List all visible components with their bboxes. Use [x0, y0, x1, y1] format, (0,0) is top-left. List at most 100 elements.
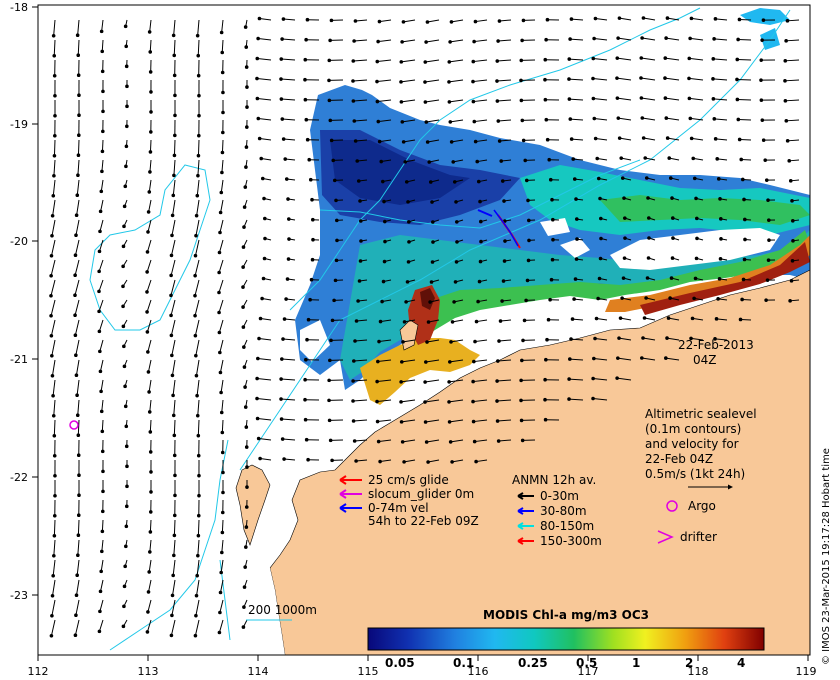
- velocity-arrow: [593, 98, 608, 101]
- velocity-arrow-head: [451, 160, 456, 164]
- velocity-arrow-head: [255, 96, 260, 101]
- colorbar: MODIS Chl-a mg/m3 OC3 0.05 0.1 0.25 0.5 …: [367, 608, 765, 670]
- velocity-arrow-head: [617, 336, 621, 340]
- velocity-arrow-head: [334, 258, 339, 263]
- velocity-arrow: [570, 338, 584, 341]
- velocity-arrow-head: [241, 625, 246, 629]
- velocity-arrow-head: [219, 30, 224, 35]
- velocity-arrow-head: [351, 99, 356, 103]
- velocity-arrow: [787, 19, 800, 22]
- velocity-arrow-head: [220, 70, 225, 75]
- velocity-arrow-head: [351, 399, 355, 403]
- velocity-arrow-head: [49, 314, 53, 318]
- velocity-arrow-head: [524, 298, 528, 303]
- velocity-arrow-head: [308, 297, 312, 302]
- velocity-arrow-head: [767, 218, 771, 222]
- velocity-arrow-head: [544, 357, 548, 362]
- sealevel-note-line: and velocity for: [645, 437, 739, 451]
- velocity-arrow-head: [619, 156, 624, 160]
- velocity-arrow-head: [148, 510, 153, 514]
- velocity-arrow-head: [304, 37, 308, 42]
- velocity-arrow: [257, 358, 272, 361]
- velocity-arrow-head: [639, 76, 643, 80]
- velocity-arrow-head: [759, 78, 763, 82]
- velocity-arrow-head: [377, 339, 381, 344]
- velocity-arrow: [196, 559, 200, 576]
- velocity-arrow-head: [547, 157, 552, 162]
- velocity-arrow: [170, 619, 176, 636]
- velocity-arrow-head: [284, 297, 288, 301]
- velocity-arrow: [173, 519, 176, 536]
- velocity-arrow-head: [221, 470, 225, 475]
- velocity-arrow-head: [124, 524, 129, 529]
- velocity-arrow-head: [146, 590, 151, 594]
- velocity-arrow: [738, 38, 752, 41]
- velocity-arrow-head: [359, 219, 363, 223]
- velocity-arrow: [50, 259, 56, 276]
- velocity-arrow-head: [377, 19, 382, 24]
- velocity-arrow-head: [122, 364, 127, 369]
- velocity-arrow-head: [173, 133, 177, 138]
- velocity-arrow: [736, 78, 752, 81]
- velocity-arrow: [474, 339, 488, 343]
- depth-scale-label: 200 1000m: [248, 603, 317, 617]
- velocity-arrow-head: [145, 290, 149, 294]
- velocity-arrow-head: [669, 276, 674, 280]
- velocity-arrow-head: [380, 299, 384, 304]
- velocity-arrow: [173, 19, 176, 36]
- velocity-arrow-head: [50, 234, 54, 238]
- velocity-arrow-head: [687, 96, 692, 101]
- velocity-arrow: [76, 559, 80, 576]
- velocity-arrow: [196, 579, 200, 596]
- velocity-arrow-head: [76, 433, 81, 437]
- anmn-legend-label: 30-80m: [540, 504, 587, 518]
- x-tick-label: 117: [578, 665, 599, 678]
- velocity-arrow: [218, 279, 224, 293]
- velocity-arrow-head: [711, 77, 715, 81]
- velocity-arrow: [53, 419, 56, 436]
- velocity-arrow-head: [51, 574, 55, 578]
- velocity-arrow-head: [219, 390, 223, 395]
- velocity-arrow: [402, 439, 416, 443]
- velocity-arrow: [77, 399, 80, 416]
- velocity-arrow-head: [52, 534, 57, 538]
- velocity-arrow: [197, 419, 200, 436]
- drifter-legend-label: drifter: [680, 530, 717, 544]
- velocity-arrow: [618, 37, 632, 41]
- velocity-arrow-head: [615, 376, 619, 380]
- velocity-arrow-head: [52, 454, 57, 458]
- velocity-arrow-head: [382, 259, 387, 264]
- velocity-arrow-head: [255, 376, 259, 381]
- velocity-arrow: [172, 199, 176, 216]
- velocity-arrow-head: [101, 109, 105, 114]
- velocity-arrow-head: [736, 37, 740, 42]
- velocity-arrow-head: [760, 118, 765, 122]
- velocity-arrow-head: [519, 418, 524, 423]
- velocity-arrow-head: [716, 177, 721, 181]
- velocity-arrow-head: [790, 259, 795, 263]
- velocity-arrow: [497, 359, 512, 362]
- velocity-arrow-head: [376, 119, 381, 124]
- velocity-arrow: [77, 39, 80, 56]
- velocity-arrow: [74, 299, 80, 316]
- velocity-arrow: [148, 559, 152, 572]
- velocity-arrow: [100, 199, 104, 212]
- velocity-arrow-head: [568, 37, 572, 41]
- velocity-arrow: [259, 18, 272, 21]
- velocity-arrow-head: [567, 397, 571, 401]
- velocity-arrow-head: [738, 317, 743, 322]
- velocity-arrow-head: [471, 419, 476, 424]
- velocity-arrow-head: [423, 80, 427, 84]
- velocity-arrow: [221, 39, 224, 53]
- velocity-arrow: [424, 399, 440, 403]
- velocity-arrow-head: [149, 490, 153, 494]
- velocity-arrow-head: [520, 118, 525, 123]
- velocity-arrow: [196, 179, 200, 196]
- velocity-arrow-head: [616, 36, 620, 40]
- velocity-arrow-head: [100, 529, 105, 534]
- velocity-arrow-head: [327, 78, 331, 83]
- velocity-arrow: [53, 399, 56, 416]
- velocity-arrow-head: [450, 460, 454, 464]
- velocity-arrow-head: [50, 214, 55, 218]
- velocity-arrow-head: [244, 145, 249, 149]
